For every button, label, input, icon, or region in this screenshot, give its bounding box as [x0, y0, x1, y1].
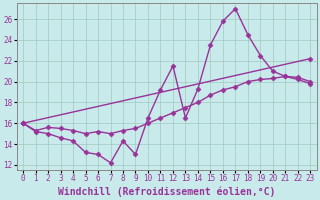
X-axis label: Windchill (Refroidissement éolien,°C): Windchill (Refroidissement éolien,°C)	[58, 186, 276, 197]
